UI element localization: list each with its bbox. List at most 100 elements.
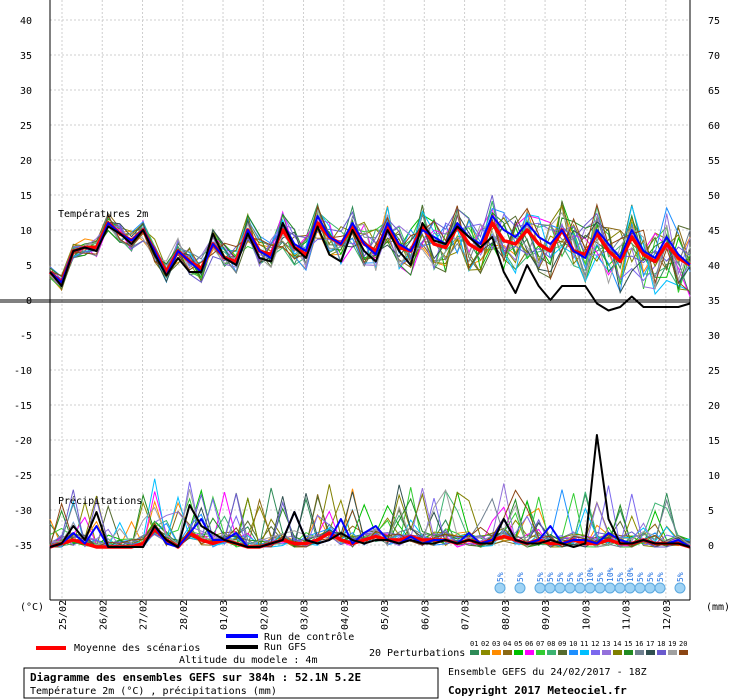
x-tick-label: 02/03 (259, 600, 270, 630)
right-tick-label: 40 (708, 261, 720, 272)
right-tick-label: 20 (708, 401, 720, 412)
left-tick-label: 10 (20, 226, 32, 237)
x-tick-label: 26/02 (98, 600, 109, 630)
snow-percent-label: 5% (536, 572, 545, 582)
x-tick-label: 28/02 (179, 600, 190, 630)
perturbation-id: 19 (668, 640, 676, 648)
perturbation-swatch (503, 650, 512, 655)
perturbation-id: 09 (558, 640, 566, 648)
perturbation-swatch (613, 650, 622, 655)
footer-box (23, 667, 439, 699)
left-tick-label: 35 (20, 51, 32, 62)
footer-subtitle: Température 2m (°C) , précipitations (mm… (30, 685, 277, 697)
x-tick-label: 27/02 (139, 600, 150, 630)
snow-percent-label: 5% (596, 572, 605, 582)
perturbation-swatch (591, 650, 600, 655)
perturbation-temp-line (49, 204, 691, 287)
x-tick-label: 09/03 (541, 600, 552, 630)
left-tick-label: 0 (26, 296, 32, 307)
perturbation-id: 03 (492, 640, 500, 648)
footer-title: Diagramme des ensembles GEFS sur 384h : … (30, 671, 361, 684)
snowflake-icon (674, 582, 686, 594)
perturbation-id: 08 (547, 640, 555, 648)
perturbation-id: 13 (602, 640, 610, 648)
snow-percent-label: 5% (676, 572, 685, 582)
perturbation-swatch (492, 650, 501, 655)
left-tick-label: -35 (14, 541, 32, 552)
x-tick-label: 10/03 (581, 600, 592, 630)
perturbation-swatch (679, 650, 688, 655)
perturbation-id: 07 (536, 640, 544, 648)
snow-percent-label: 5% (636, 572, 645, 582)
snow-percent-label: 5% (616, 572, 625, 582)
left-tick-label: 25 (20, 121, 32, 132)
legend-control-label: Run de contrôle (264, 631, 354, 643)
legend-gfs-label: Run GFS (264, 642, 306, 653)
snowflake-icon (534, 582, 546, 594)
main-series (48, 215, 691, 549)
perturbation-swatch (558, 650, 567, 655)
snowflake-icon (604, 582, 616, 594)
perturbation-id: 14 (613, 640, 621, 648)
right-tick-label: 55 (708, 156, 720, 167)
right-axis-unit: (mm) (706, 602, 730, 613)
snow-percent-label: 10% (606, 567, 615, 582)
perturbation-id: 06 (525, 640, 533, 648)
x-tick-label: 07/03 (461, 600, 472, 630)
perturbation-swatch (514, 650, 523, 655)
perturbation-id: 15 (624, 640, 632, 648)
snow-percent-label: 5% (576, 572, 585, 582)
snowflake-icon (544, 582, 556, 594)
snowflake-icon (494, 582, 506, 594)
right-tick-label: 65 (708, 86, 720, 97)
snowflake-icon (574, 582, 586, 594)
perturbation-swatch (481, 650, 490, 655)
axes (0, 0, 691, 601)
perturbation-swatch (646, 650, 655, 655)
left-tick-label: 40 (20, 16, 32, 27)
snowflake-icon (624, 582, 636, 594)
right-tick-label: 50 (708, 191, 720, 202)
perturbation-swatch (569, 650, 578, 655)
perturbation-legend: 01 02 03 04 05 06 07 08 09 10 11 12 13 14 15 16 17 18 19 20 (470, 640, 688, 655)
x-tick-label: 01/03 (219, 600, 230, 630)
left-tick-label: -15 (14, 401, 32, 412)
precip-000000-series (49, 434, 691, 548)
left-tick-label: 30 (20, 86, 32, 97)
precip-panel-label: Précipitations (58, 495, 142, 507)
snow-percent-label: 5% (516, 572, 525, 582)
snowflake-icon (554, 582, 566, 594)
perturbation-swatch (525, 650, 534, 655)
left-tick-label: -5 (20, 331, 32, 342)
left-tick-label: -10 (14, 366, 32, 377)
perturbation-id: 18 (657, 640, 665, 648)
perturbation-swatch (624, 650, 633, 655)
perturbation-id: 16 (635, 640, 643, 648)
snowflake-icon (634, 582, 646, 594)
left-tick-label: 20 (20, 156, 32, 167)
left-tick-label: 15 (20, 191, 32, 202)
snowflake-icon (654, 582, 666, 594)
snowflake-icon (614, 582, 626, 594)
perturbation-swatch (635, 650, 644, 655)
snow-percent-label: 5% (566, 572, 575, 582)
x-tick-label: 05/03 (380, 600, 391, 630)
perturbation-swatch (580, 650, 589, 655)
snow-percent-label: 10% (586, 567, 595, 582)
x-tick-label: 04/03 (340, 600, 351, 630)
run-info: Ensemble GEFS du 24/02/2017 - 18Z (448, 667, 647, 678)
legend-perturbations-label: 20 Perturbations (369, 648, 465, 659)
right-tick-label: 70 (708, 51, 720, 62)
x-tick-label: 08/03 (501, 600, 512, 630)
x-tick-label: 12/03 (662, 600, 673, 630)
perturbation-id: 10 (569, 640, 577, 648)
perturbation-swatch (657, 650, 666, 655)
snow-percent-label: 10% (626, 567, 635, 582)
snowflake-icon (564, 582, 576, 594)
left-tick-label: -20 (14, 436, 32, 447)
snow-percent-label: 5% (556, 572, 565, 582)
perturbation-swatch (470, 650, 479, 655)
right-tick-label: 0 (708, 541, 714, 552)
